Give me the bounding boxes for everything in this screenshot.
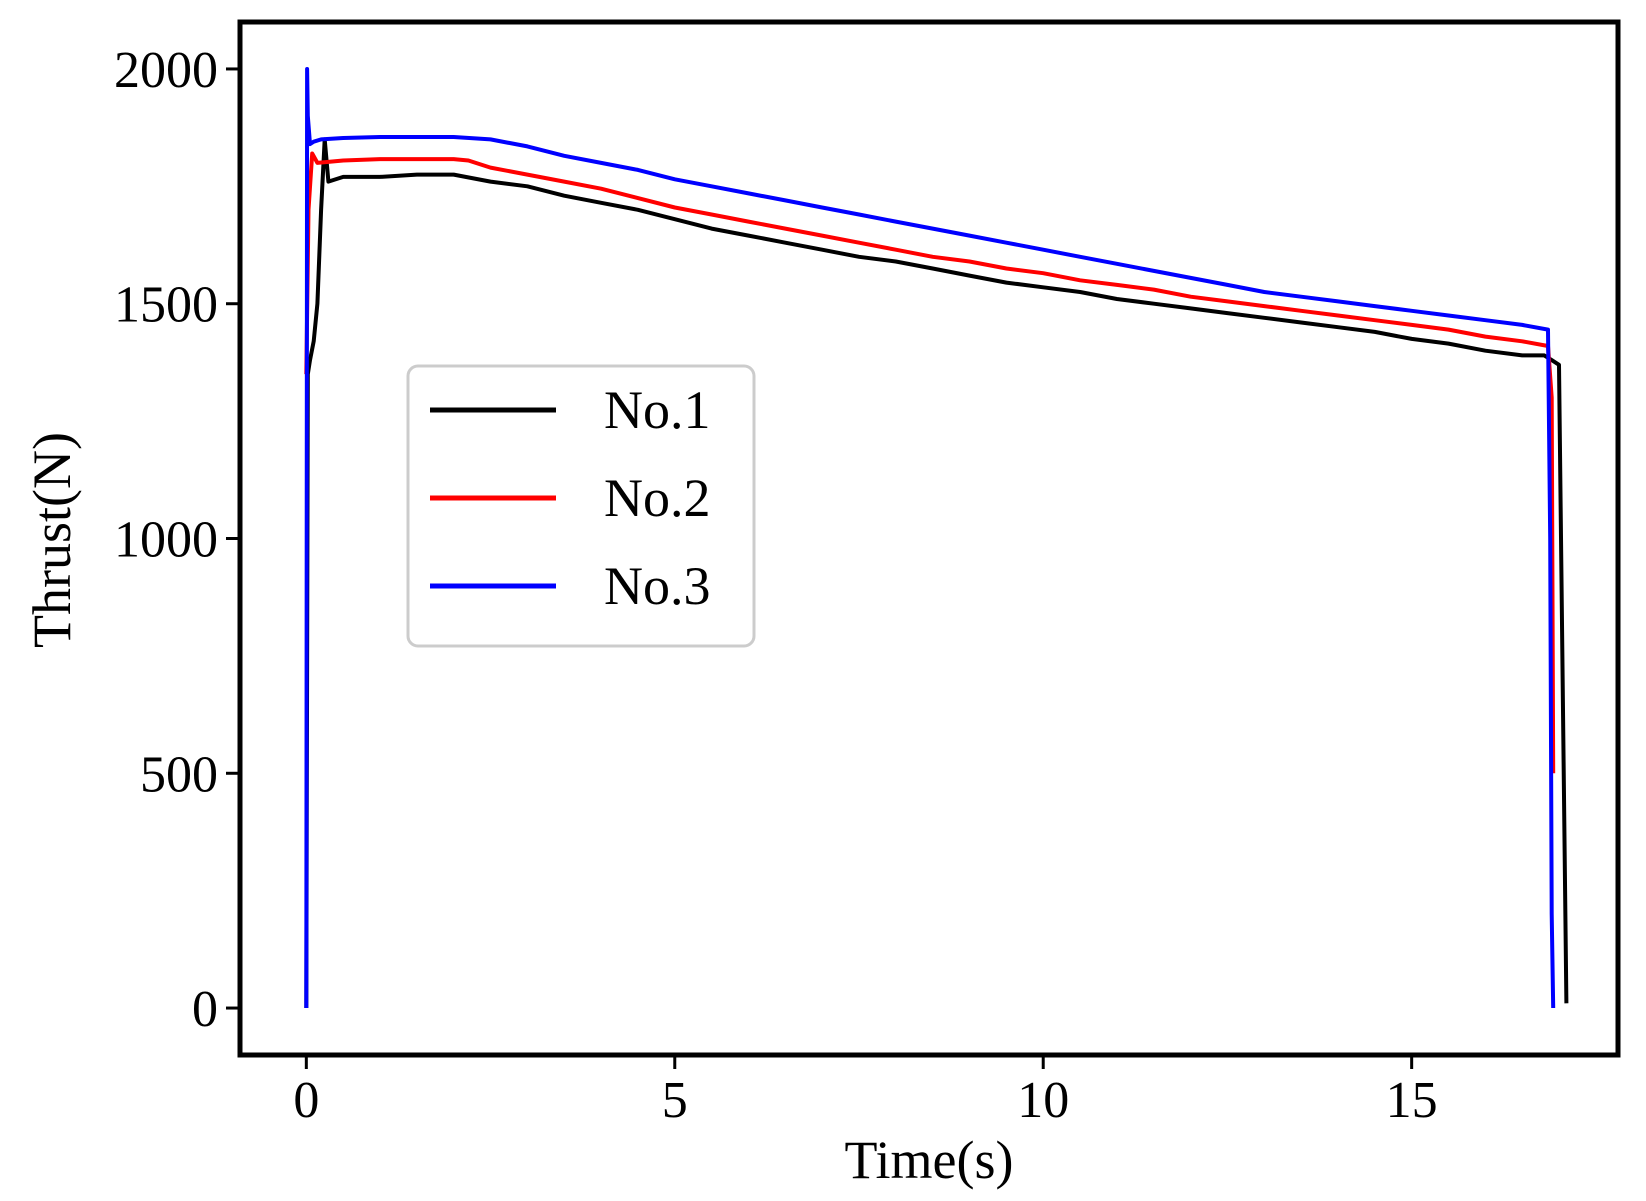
legend-items: No.1 No.2 No.3 <box>430 380 711 616</box>
y-tick-label: 1500 <box>114 277 218 334</box>
series-layer <box>304 67 1569 1009</box>
y-tick-label: 500 <box>140 746 218 803</box>
y-tick-label: 0 <box>192 981 218 1038</box>
series-line-2 <box>304 151 1556 774</box>
x-axis-label: Time(s) <box>844 1130 1013 1190</box>
x-tick-label: 15 <box>1386 1072 1438 1129</box>
series-line-1 <box>304 137 1569 1009</box>
series-line-3 <box>304 67 1556 1009</box>
legend-box <box>406 364 756 648</box>
x-tick-label: 10 <box>1017 1072 1069 1129</box>
y-axis-label: Thrust(N) <box>22 432 82 648</box>
x-axis-ticks: 0 5 10 15 <box>293 1055 1438 1129</box>
y-axis-ticks: 0 500 1000 1500 2000 <box>114 42 240 1038</box>
y-tick-label: 1000 <box>114 512 218 569</box>
legend-label-2: No.2 <box>604 468 711 528</box>
legend-label-1: No.1 <box>604 380 711 440</box>
legend: No.1 No.2 No.3 <box>406 364 756 648</box>
y-tick-label: 2000 <box>114 42 218 99</box>
legend-label-3: No.3 <box>604 556 711 616</box>
x-tick-label: 0 <box>293 1072 319 1129</box>
x-tick-label: 5 <box>662 1072 688 1129</box>
